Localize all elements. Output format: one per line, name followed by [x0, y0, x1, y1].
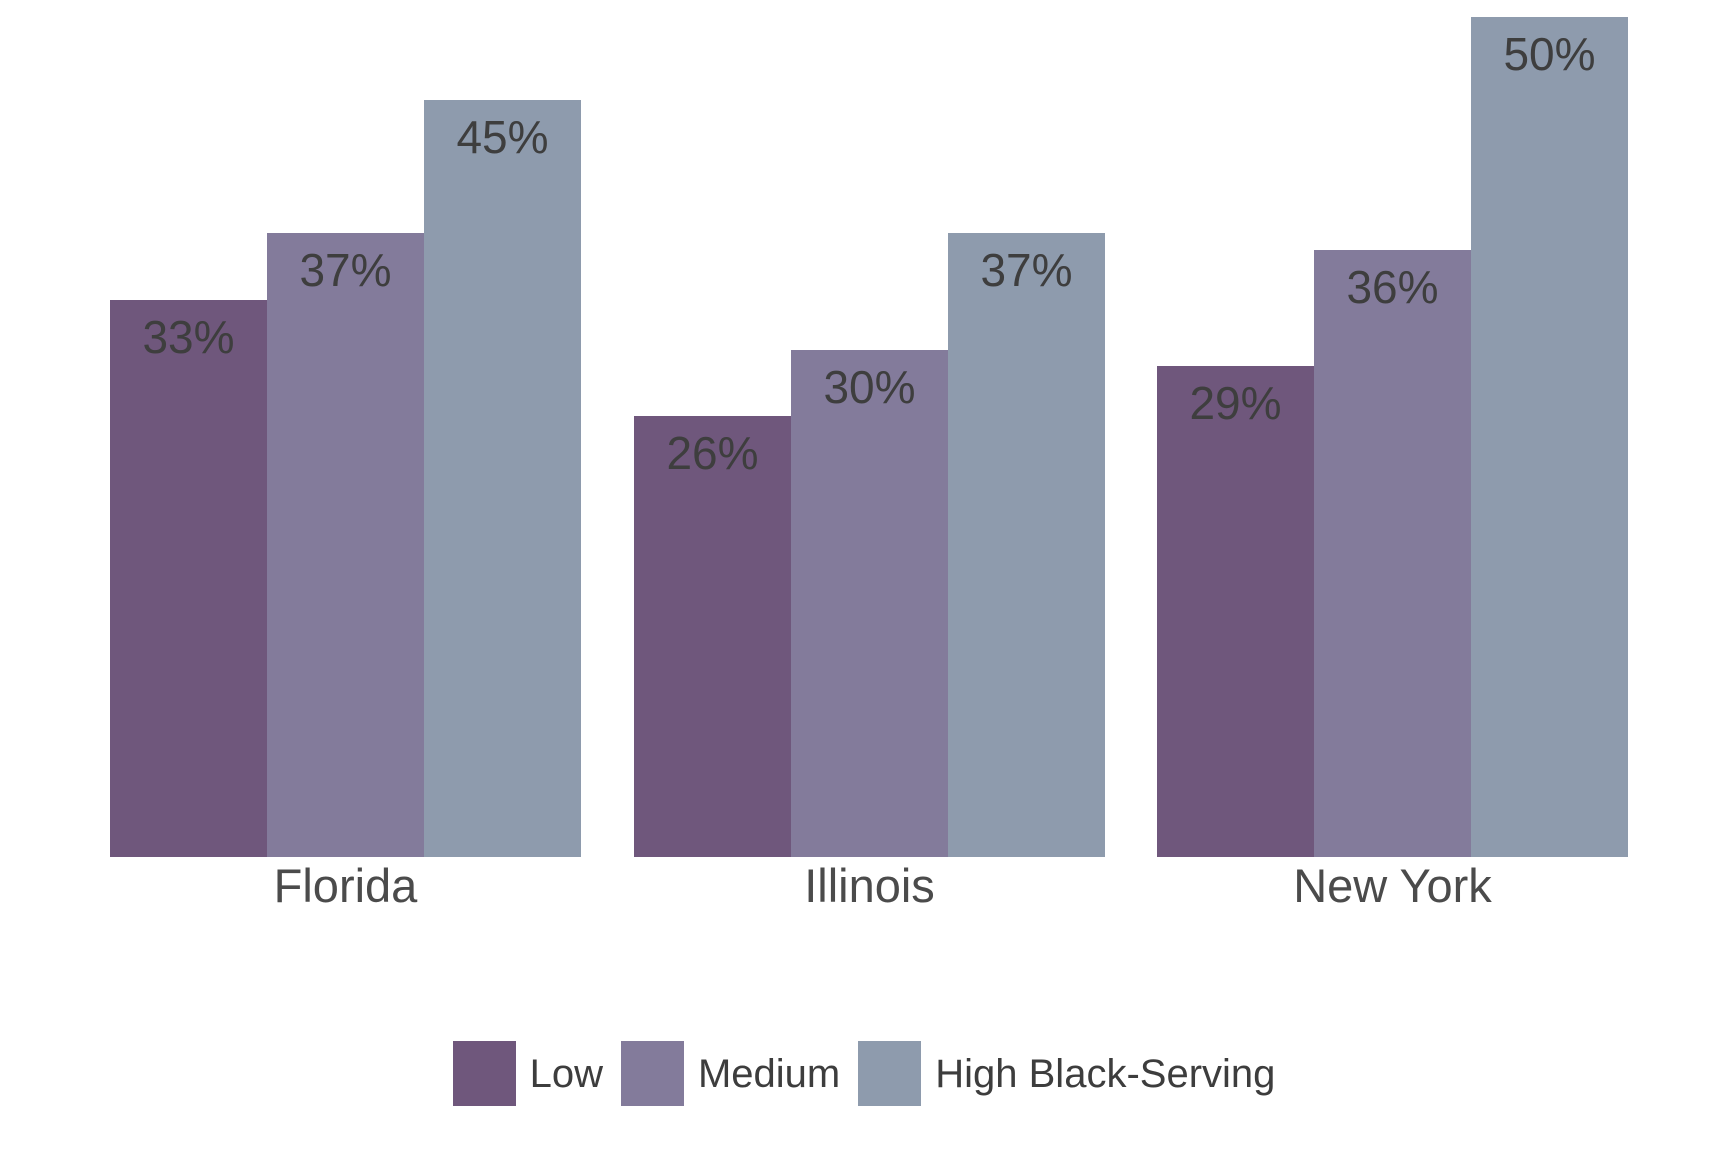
legend-item-high-black-serving: High Black-Serving — [858, 1041, 1275, 1106]
bar-illinois-medium: 30% — [791, 350, 948, 857]
legend-label-low: Low — [529, 1051, 603, 1096]
legend-label-high-black-serving: High Black-Serving — [935, 1051, 1276, 1096]
bar-florida-high-black-serving: 45% — [424, 100, 581, 857]
bar-value-label: 36% — [1346, 261, 1439, 313]
bar-value-label: 50% — [1503, 28, 1596, 80]
bar-value-label: 33% — [142, 311, 235, 363]
bar-value-label: 37% — [299, 244, 392, 296]
bar-new-york-high-black-serving: 50% — [1471, 17, 1628, 857]
bar-value-label: 37% — [980, 244, 1073, 296]
bar-value-label: 29% — [1189, 377, 1282, 429]
bar-florida-low: 33% — [110, 300, 267, 857]
x-axis-label-florida: Florida — [273, 859, 418, 912]
legend-swatch-low — [452, 1041, 516, 1106]
legend: Low Medium High Black-Serving — [0, 1041, 1728, 1106]
x-axis-label-new-york: New York — [1293, 859, 1492, 912]
bar-florida-medium: 37% — [267, 233, 424, 857]
x-axis-label-illinois: Illinois — [804, 859, 935, 912]
bar-illinois-high-black-serving: 37% — [948, 233, 1105, 857]
bar-illinois-low: 26% — [634, 416, 791, 857]
legend-item-medium: Medium — [620, 1041, 841, 1106]
bar-new-york-low: 29% — [1157, 366, 1314, 857]
legend-swatch-high-black-serving — [858, 1041, 922, 1106]
bar-new-york-medium: 36% — [1314, 250, 1471, 857]
bar-value-label: 45% — [456, 111, 549, 163]
bar-value-label: 30% — [823, 361, 916, 413]
legend-item-low: Low — [452, 1041, 603, 1106]
legend-swatch-medium — [620, 1041, 684, 1106]
legend-label-medium: Medium — [697, 1051, 841, 1096]
bar-value-label: 26% — [666, 427, 759, 479]
